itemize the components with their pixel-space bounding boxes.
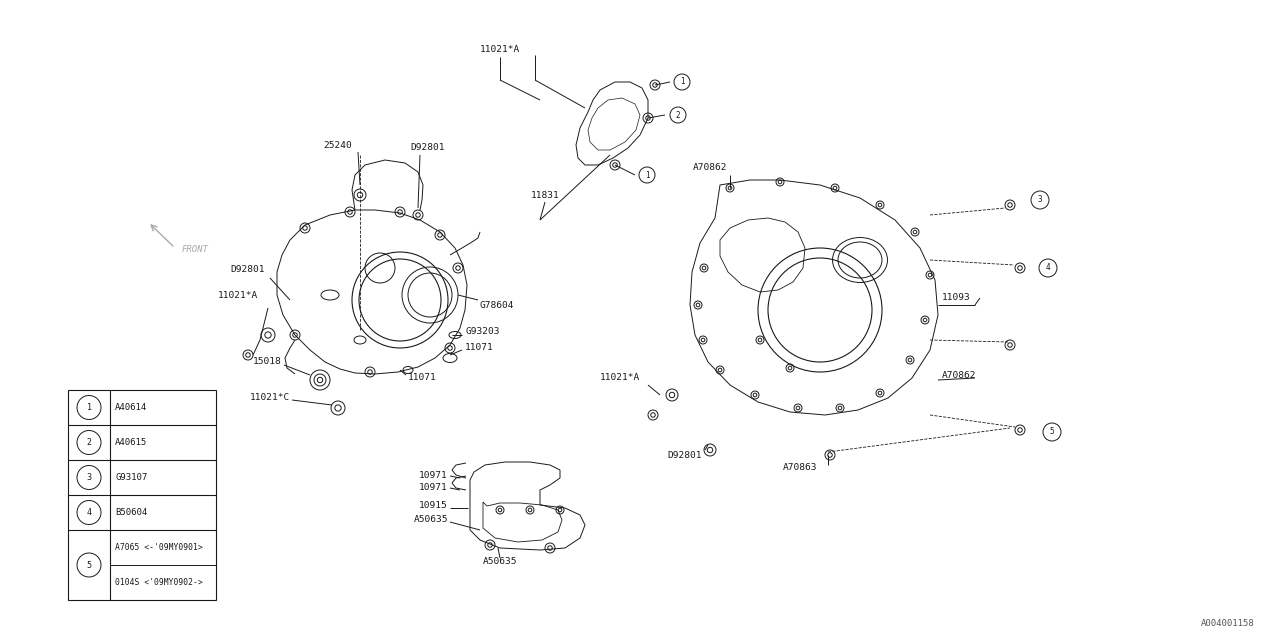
Text: FRONT: FRONT: [182, 246, 209, 255]
Text: 11071: 11071: [465, 344, 494, 353]
Text: G93203: G93203: [465, 328, 499, 337]
Text: 10915: 10915: [420, 500, 448, 509]
Text: 2: 2: [676, 111, 680, 120]
Text: 1: 1: [680, 77, 685, 86]
Text: 2: 2: [87, 438, 91, 447]
Text: 4: 4: [1046, 264, 1051, 273]
Text: 11021*A: 11021*A: [600, 374, 640, 383]
Text: 3: 3: [1038, 195, 1042, 205]
Text: A40614: A40614: [115, 403, 147, 412]
Text: G78604: G78604: [480, 301, 515, 310]
Text: 1: 1: [645, 170, 649, 179]
Text: 10971: 10971: [420, 472, 448, 481]
Text: D92801: D92801: [230, 266, 265, 275]
Text: A70863: A70863: [783, 463, 817, 472]
Text: A70862: A70862: [692, 163, 727, 173]
Text: 11071: 11071: [408, 374, 436, 383]
Text: 11093: 11093: [942, 294, 970, 303]
Text: 10971: 10971: [420, 483, 448, 493]
Text: 11831: 11831: [531, 191, 559, 200]
Text: 25240: 25240: [324, 141, 352, 150]
Text: 0104S <'09MY0902->: 0104S <'09MY0902->: [115, 578, 202, 587]
Text: B50604: B50604: [115, 508, 147, 517]
Text: 11021*C: 11021*C: [250, 394, 291, 403]
Text: D92801: D92801: [668, 451, 703, 460]
Text: 3: 3: [87, 473, 91, 482]
Text: 5: 5: [1050, 428, 1055, 436]
Text: A7065 <-'09MY0901>: A7065 <-'09MY0901>: [115, 543, 202, 552]
Text: A70862: A70862: [942, 371, 977, 380]
Text: 15018: 15018: [253, 358, 282, 367]
Text: 5: 5: [87, 561, 91, 570]
Bar: [68, 390, 216, 600]
Text: 11021*A: 11021*A: [218, 291, 259, 300]
Text: G93107: G93107: [115, 473, 147, 482]
Text: A50635: A50635: [413, 515, 448, 525]
Text: 11021*A: 11021*A: [480, 45, 520, 54]
Text: A004001158: A004001158: [1201, 619, 1254, 628]
Text: D92801: D92801: [411, 143, 445, 152]
Text: 1: 1: [87, 403, 91, 412]
Text: 4: 4: [87, 508, 91, 517]
Text: A40615: A40615: [115, 438, 147, 447]
Text: A50635: A50635: [483, 557, 517, 566]
